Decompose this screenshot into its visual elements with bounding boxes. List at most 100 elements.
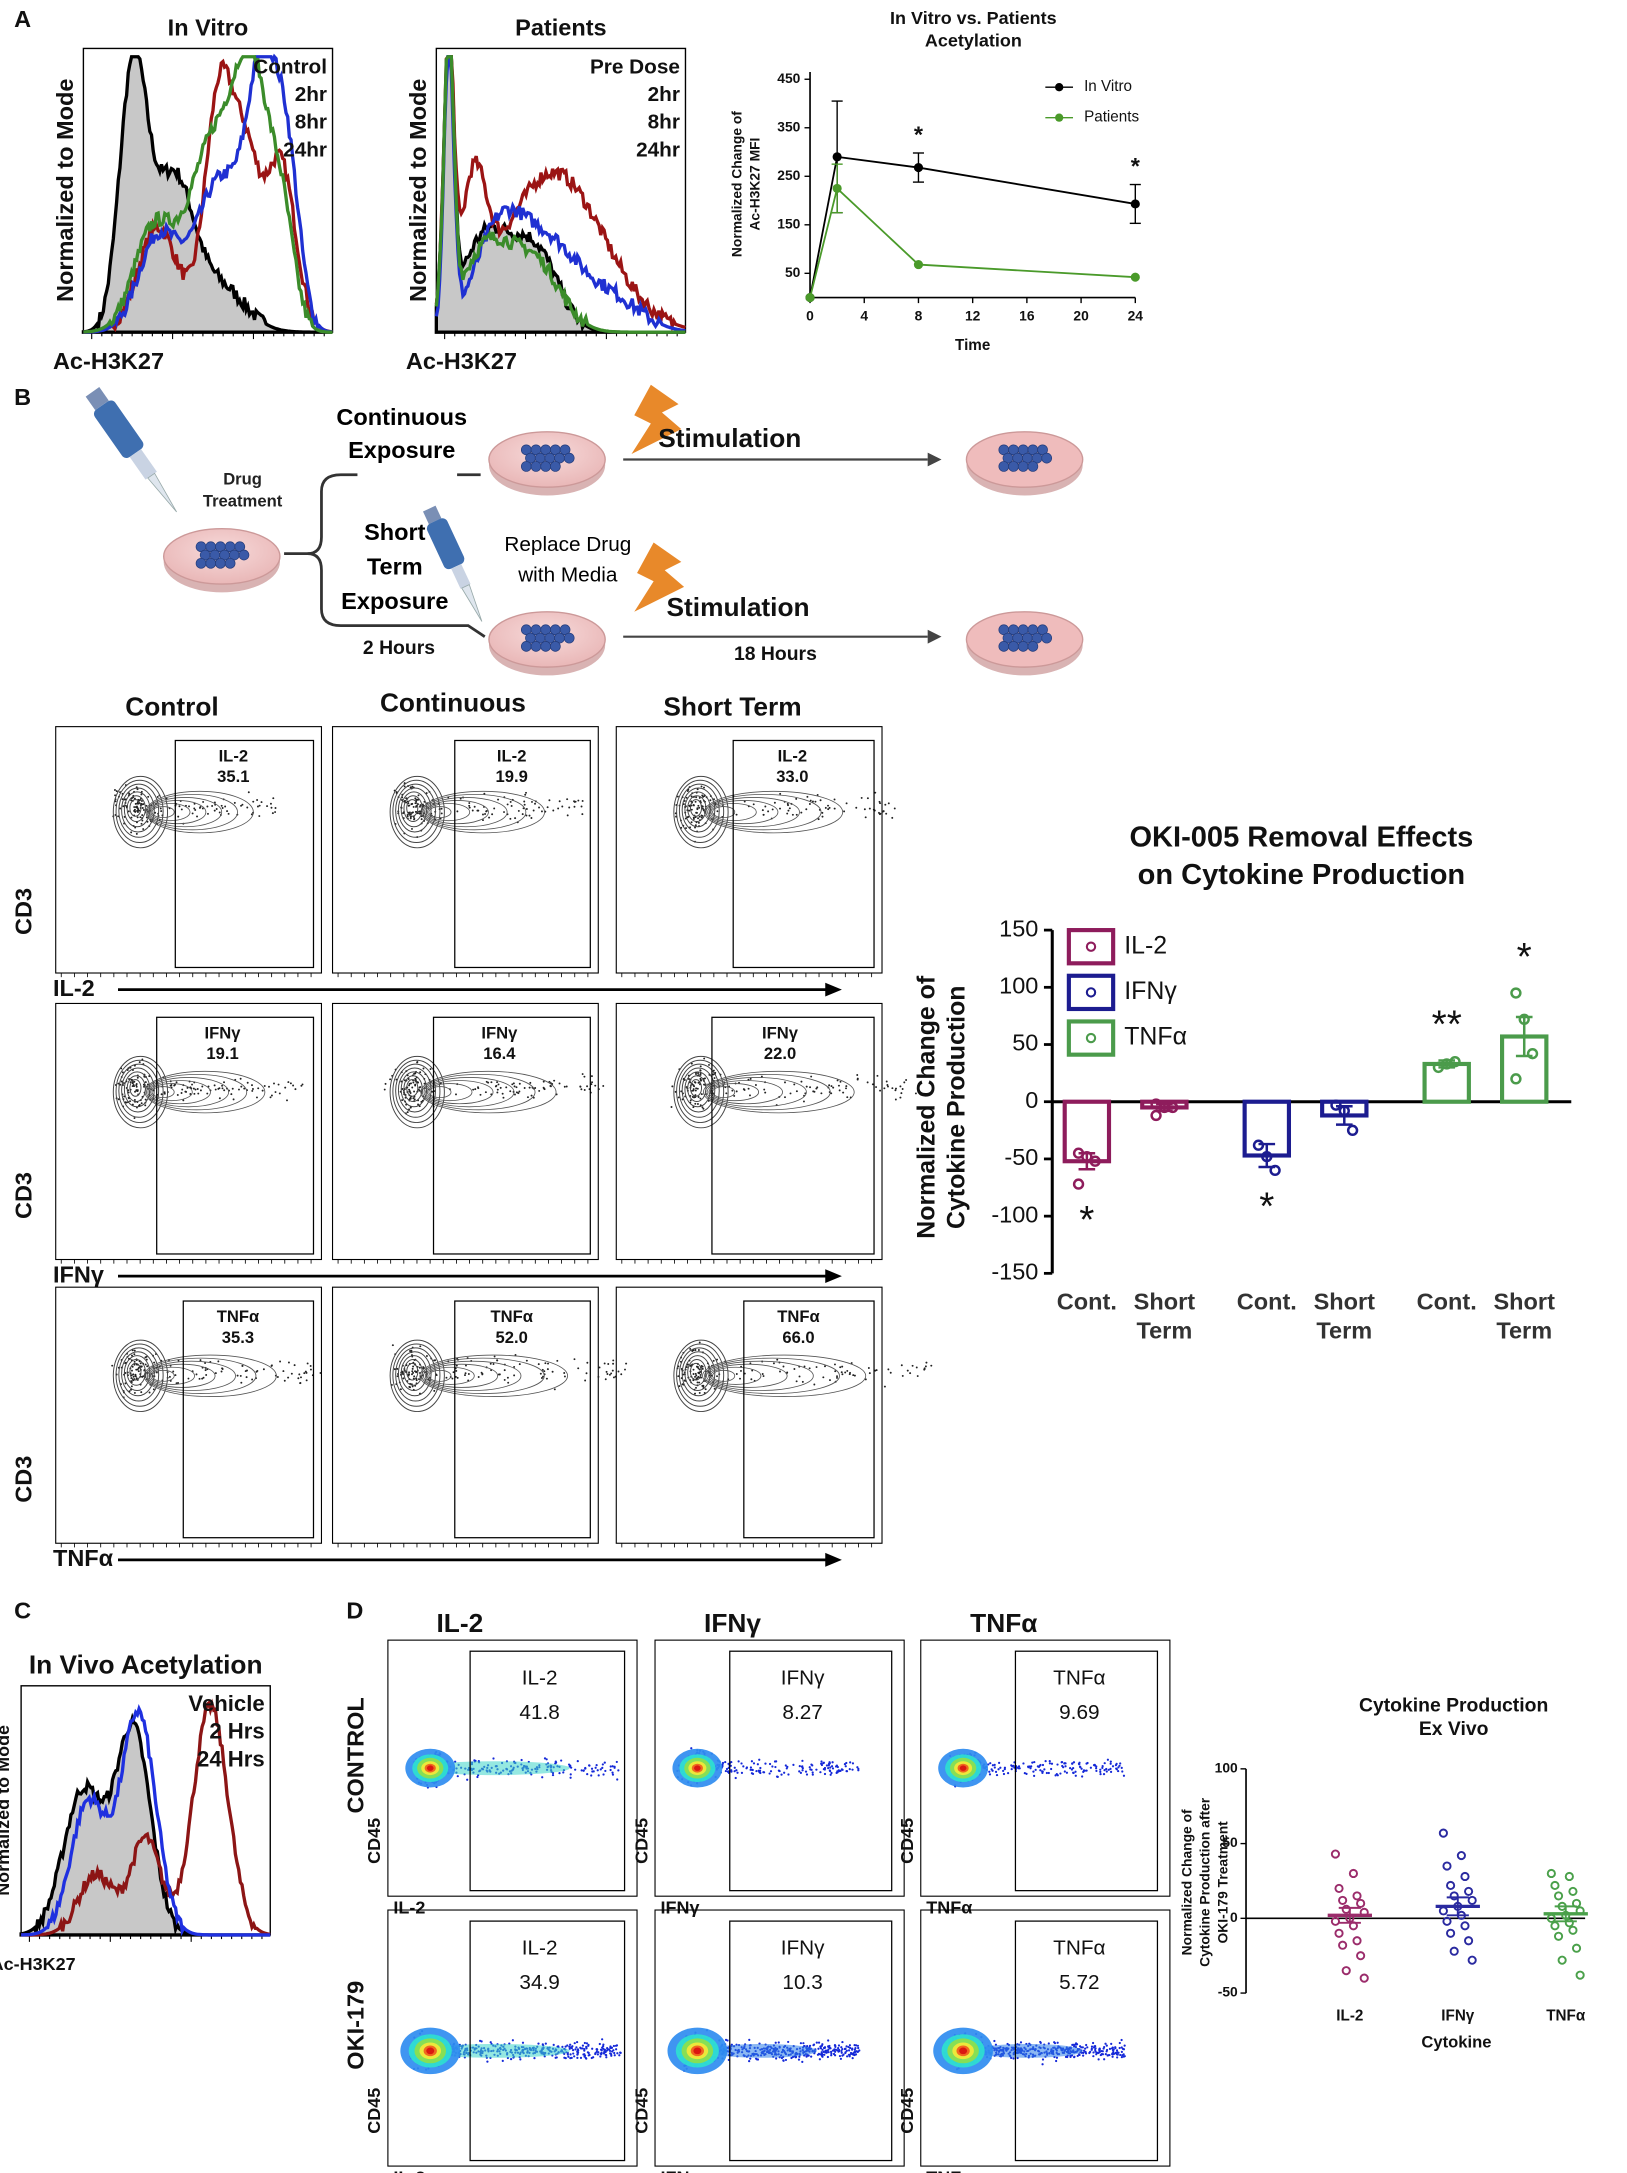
event-dot — [787, 2040, 790, 2044]
event-dot — [389, 1078, 392, 1081]
event-dot — [477, 1376, 480, 1378]
gate-name: TNFα — [777, 1307, 820, 1326]
event-dot — [534, 802, 536, 805]
event-dot — [413, 1090, 416, 1093]
event-dot — [419, 1086, 422, 1089]
event-dot — [829, 2047, 832, 2050]
event-dot — [177, 1382, 180, 1384]
event-dot — [740, 1771, 744, 1774]
event-dot — [412, 1097, 415, 1100]
event-dot — [617, 1769, 620, 1772]
event-dot — [573, 2042, 576, 2045]
event-dot — [1072, 1761, 1076, 1764]
event-dot — [742, 1765, 745, 1768]
event-dot — [269, 802, 272, 805]
event-dot — [413, 817, 416, 820]
event-dot — [422, 1067, 425, 1070]
event-dot — [597, 1375, 600, 1378]
event-dot — [531, 800, 533, 803]
event-dot — [701, 1367, 704, 1370]
event-dot — [822, 1768, 825, 1771]
event-dot — [429, 1068, 432, 1071]
histogram-title: In Vitro — [168, 14, 249, 40]
event-dot — [524, 793, 527, 796]
cell — [1008, 461, 1019, 472]
event-dot — [563, 1085, 566, 1088]
event-dot — [496, 1081, 499, 1084]
event-dot — [140, 822, 143, 825]
event-dot — [1121, 1770, 1124, 1773]
event-dot — [206, 1092, 209, 1095]
event-dot — [602, 1084, 605, 1087]
event-dot — [611, 1765, 614, 1768]
event-dot — [694, 824, 697, 827]
event-dot — [763, 1088, 766, 1091]
event-dot — [724, 2038, 728, 2041]
event-dot — [756, 2058, 760, 2061]
event-dot — [773, 1760, 777, 1763]
event-dot — [396, 1367, 399, 1370]
event-dot — [1109, 1767, 1112, 1770]
event-dot — [133, 1117, 136, 1120]
event-dot — [123, 1095, 126, 1098]
event-dot — [894, 1089, 897, 1092]
event-dot — [1047, 1771, 1050, 1775]
event-dot — [239, 1077, 242, 1080]
event-dot — [456, 1775, 459, 1778]
event-dot — [525, 814, 528, 817]
event-dot — [813, 1090, 816, 1093]
contour — [118, 1347, 160, 1402]
event-dot — [414, 1084, 417, 1087]
event-dot — [402, 1377, 405, 1380]
event-dot — [202, 800, 205, 803]
event-dot — [133, 1085, 136, 1088]
event-dot — [833, 798, 836, 801]
event-dot — [411, 1367, 414, 1370]
event-dot — [467, 1379, 470, 1382]
event-dot — [300, 1376, 302, 1379]
event-dot — [830, 1765, 834, 1768]
event-dot — [585, 2046, 588, 2049]
event-dot — [137, 1370, 140, 1373]
event-dot — [596, 1769, 599, 1772]
event-dot — [489, 1362, 492, 1365]
event-dot — [193, 807, 196, 810]
event-dot — [841, 1365, 844, 1368]
event-dot — [114, 794, 117, 797]
event-dot — [820, 1763, 824, 1767]
event-dot — [177, 815, 180, 818]
event-dot — [594, 1084, 597, 1087]
legend-label: 2hr — [648, 83, 680, 106]
event-dot — [539, 1372, 542, 1375]
event-dot — [221, 1084, 224, 1087]
contour — [143, 1354, 277, 1398]
row-title: CONTROL — [343, 1697, 369, 1813]
event-dot — [827, 2039, 830, 2042]
event-dot — [851, 1768, 854, 1771]
event-dot — [748, 2038, 751, 2041]
event-dot — [842, 1091, 845, 1094]
event-dot — [132, 1375, 135, 1378]
event-dot — [856, 1077, 859, 1080]
event-dot — [201, 1085, 204, 1088]
event-dot — [1117, 1766, 1120, 1769]
event-dot — [598, 1366, 601, 1369]
event-dot — [136, 1368, 139, 1371]
event-dot — [1070, 1768, 1074, 1771]
gate-value: 9.69 — [1059, 1701, 1099, 1724]
event-dot — [610, 1372, 613, 1375]
event-dot — [1063, 1770, 1066, 1773]
event-dot — [887, 802, 890, 805]
event-dot — [299, 1382, 302, 1385]
event-dot — [828, 806, 831, 809]
event-dot — [997, 1761, 1001, 1765]
event-dot — [274, 807, 277, 809]
event-dot — [544, 1362, 547, 1365]
event-dot — [196, 815, 199, 818]
event-dot — [1109, 1760, 1112, 1763]
event-dot — [863, 808, 866, 811]
contour — [150, 1083, 193, 1102]
event-dot — [566, 814, 569, 817]
event-dot — [748, 2060, 751, 2063]
